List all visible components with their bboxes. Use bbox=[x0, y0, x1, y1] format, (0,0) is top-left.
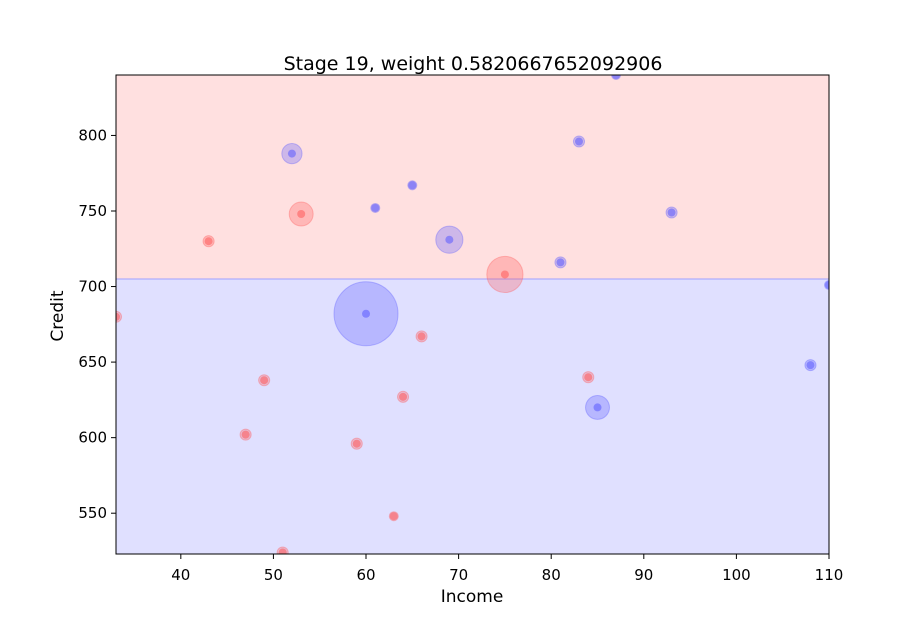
data-point bbox=[582, 371, 595, 384]
point-marker bbox=[593, 403, 602, 412]
x-tick-label: 40 bbox=[171, 566, 190, 584]
point-marker bbox=[667, 208, 676, 217]
chart-title: Stage 19, weight 0.5820667652092906 bbox=[284, 53, 663, 75]
data-point bbox=[665, 206, 678, 219]
point-marker bbox=[116, 312, 120, 321]
point-marker bbox=[500, 270, 509, 279]
point-marker bbox=[417, 332, 426, 341]
x-axis-label: Income bbox=[441, 587, 504, 607]
data-point bbox=[572, 135, 586, 148]
y-tick-label: 800 bbox=[78, 126, 107, 144]
data-point bbox=[370, 202, 381, 213]
region-below-threshold bbox=[116, 278, 829, 554]
y-tick-label: 650 bbox=[78, 353, 107, 371]
data-point bbox=[202, 235, 215, 248]
data-point bbox=[585, 394, 610, 420]
point-marker bbox=[371, 203, 380, 212]
point-marker bbox=[399, 392, 408, 401]
point-marker bbox=[612, 75, 621, 79]
data-point bbox=[281, 142, 303, 165]
data-point bbox=[288, 201, 314, 227]
x-tick-label: 80 bbox=[542, 566, 561, 584]
data-point bbox=[435, 225, 464, 254]
point-marker bbox=[806, 361, 815, 370]
y-axis-label: Credit bbox=[48, 290, 68, 341]
x-tick-label: 60 bbox=[356, 566, 375, 584]
x-tick-label: 70 bbox=[449, 566, 468, 584]
y-tick-label: 550 bbox=[78, 504, 107, 522]
data-point bbox=[276, 546, 289, 554]
data-point bbox=[258, 374, 271, 387]
data-point bbox=[116, 310, 123, 323]
y-axis: 550 600 650 700 750 800 bbox=[78, 126, 116, 522]
point-marker bbox=[825, 281, 829, 290]
point-marker bbox=[260, 376, 269, 385]
x-tick-label: 100 bbox=[722, 566, 751, 584]
point-marker bbox=[389, 512, 398, 521]
point-marker bbox=[408, 181, 417, 190]
x-tick-label: 90 bbox=[634, 566, 653, 584]
y-tick-label: 600 bbox=[78, 429, 107, 447]
data-point bbox=[415, 330, 428, 343]
point-marker bbox=[574, 137, 583, 146]
data-point bbox=[407, 180, 418, 191]
x-tick-label: 110 bbox=[815, 566, 844, 584]
point-marker bbox=[362, 309, 371, 318]
point-marker bbox=[556, 258, 565, 267]
x-axis: 40 50 60 70 80 90 100 110 bbox=[171, 554, 843, 584]
point-marker bbox=[204, 237, 213, 246]
data-point bbox=[397, 390, 410, 403]
y-tick-label: 700 bbox=[78, 278, 107, 296]
data-point bbox=[804, 359, 817, 372]
x-tick-label: 50 bbox=[264, 566, 283, 584]
plot-frame bbox=[115, 74, 830, 555]
data-point bbox=[554, 256, 567, 269]
point-marker bbox=[297, 210, 306, 219]
point-marker bbox=[352, 439, 361, 448]
data-point bbox=[388, 511, 399, 522]
point-marker bbox=[278, 548, 287, 554]
point-marker bbox=[445, 235, 454, 244]
plot-area bbox=[115, 74, 830, 555]
point-marker bbox=[584, 373, 593, 382]
point-marker bbox=[241, 430, 250, 439]
data-point bbox=[486, 255, 524, 294]
data-points bbox=[116, 75, 829, 554]
y-tick-label: 750 bbox=[78, 202, 107, 220]
data-point bbox=[239, 428, 252, 441]
region-above-threshold bbox=[116, 75, 829, 279]
data-point bbox=[350, 437, 363, 450]
data-point bbox=[333, 281, 399, 347]
point-marker bbox=[287, 149, 296, 158]
